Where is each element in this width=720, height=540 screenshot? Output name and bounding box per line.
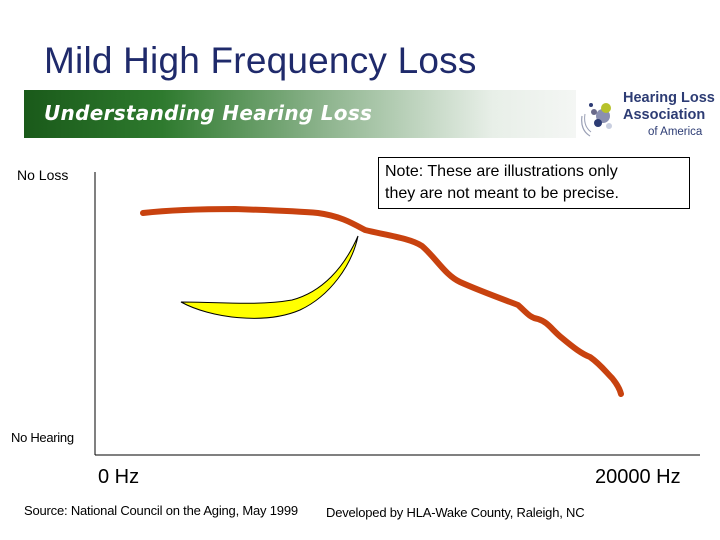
logo-dot-navy xyxy=(594,119,602,127)
y-label-no-hearing: No Hearing xyxy=(11,430,74,445)
banner-bar xyxy=(24,90,576,138)
logo-dot-light xyxy=(606,123,612,129)
logo-text-line3: of America xyxy=(648,126,703,138)
logo-dot-tiny xyxy=(589,103,593,107)
source-text: Source: National Council on the Aging, M… xyxy=(24,503,298,518)
slide-title: Mild High Frequency Loss xyxy=(44,40,477,81)
credit-text: Developed by HLA-Wake County, Raleigh, N… xyxy=(326,505,585,520)
logo-swoosh xyxy=(581,115,591,137)
logo-text-line2: Association xyxy=(623,107,706,123)
logo-text-line1: Hearing Loss xyxy=(623,90,715,106)
x-label-0hz: 0 Hz xyxy=(98,466,140,488)
logo-dot-small xyxy=(591,109,597,115)
logo-dot-green xyxy=(601,103,611,113)
speech-banana xyxy=(180,235,359,319)
logo-swoosh-2 xyxy=(584,113,592,133)
note-line-2: they are not meant to be precise. xyxy=(385,185,619,202)
note-box: Note: These are illustrations only they … xyxy=(378,157,690,209)
hearing-chart xyxy=(94,172,700,456)
hearing-curve xyxy=(140,206,624,397)
banner-text: Understanding Hearing Loss xyxy=(44,101,373,125)
note-line-1: Note: These are illustrations only xyxy=(385,163,618,180)
y-label-no-loss: No Loss xyxy=(17,167,69,183)
x-label-20000hz: 20000 Hz xyxy=(595,466,681,488)
hla-logo-icon xyxy=(581,103,612,137)
